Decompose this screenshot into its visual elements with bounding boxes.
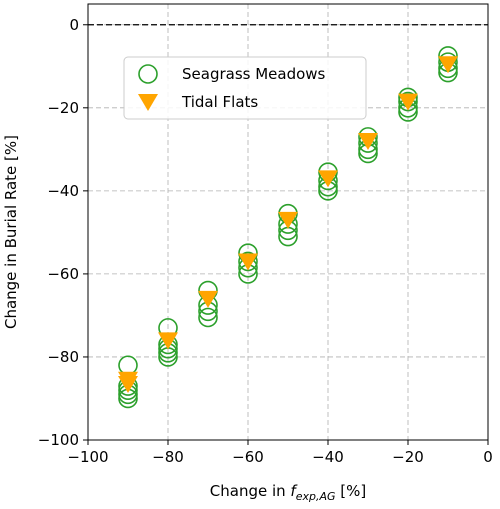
point (438, 56, 458, 74)
legend-marker (138, 64, 158, 84)
y-tick-label: 0 (69, 16, 79, 34)
point (198, 290, 218, 308)
x-tick-label: −60 (232, 448, 264, 466)
point (118, 375, 138, 393)
x-tick-label: −80 (152, 448, 184, 466)
x-tick-label: −40 (312, 448, 344, 466)
plot-frame (87, 3, 489, 441)
legend-marker (138, 94, 158, 111)
point (318, 170, 338, 188)
point (278, 211, 298, 229)
y-tick-label: −100 (38, 431, 79, 449)
point (198, 307, 218, 328)
point (398, 93, 418, 111)
x-label-prefix: Change in (210, 482, 291, 500)
y-tick-label: −60 (47, 265, 79, 283)
y-tick-label: −20 (47, 99, 79, 117)
x-axis-label: Change in fexp,AG [%] (210, 482, 366, 503)
x-tick-label: −20 (392, 448, 424, 466)
x-tick-label: 0 (483, 448, 493, 466)
legend-label: Seagrass Meadows (182, 65, 326, 83)
x-tick-label: −100 (67, 448, 108, 466)
point (238, 253, 258, 271)
legend: Seagrass Meadows Tidal Flats (123, 56, 367, 120)
x-label-symbol: f (290, 482, 298, 500)
y-tick-label: −40 (47, 182, 79, 200)
x-label-subscript: exp,AG (296, 490, 336, 503)
x-label-suffix: [%] (336, 482, 367, 500)
point (358, 133, 378, 151)
legend-box (123, 56, 367, 120)
point (118, 355, 138, 376)
y-tick-label: −80 (47, 348, 79, 366)
point (158, 332, 178, 350)
legend-label: Tidal Flats (181, 93, 258, 111)
y-axis-label: Change in Burial Rate [%] (2, 135, 20, 329)
